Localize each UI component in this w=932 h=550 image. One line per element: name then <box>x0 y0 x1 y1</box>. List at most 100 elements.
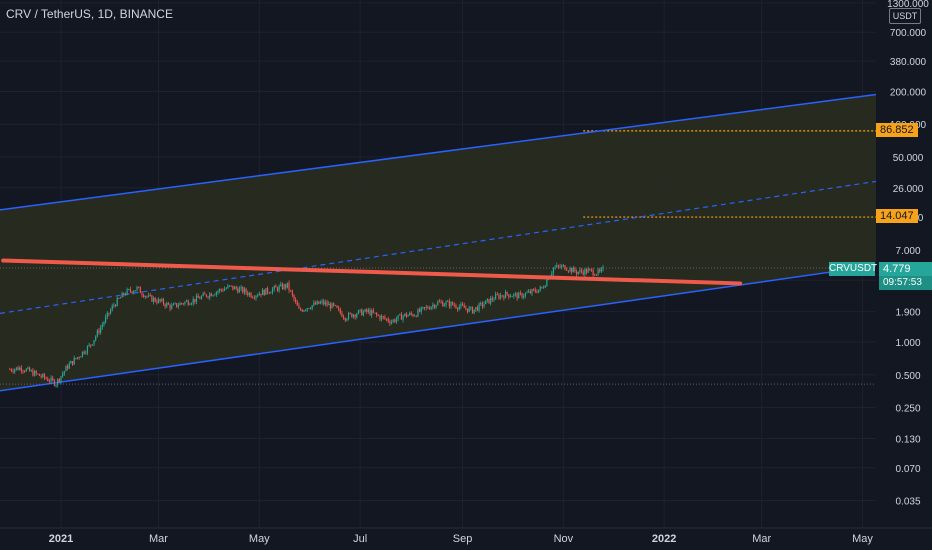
candle-body <box>364 309 366 312</box>
candle-body <box>114 305 117 307</box>
candle-body <box>162 299 165 305</box>
candle-body <box>222 289 224 291</box>
candle-body <box>176 303 178 307</box>
candle-body <box>528 291 530 293</box>
time-tick-label: Mar <box>752 533 771 545</box>
price-tick-label: 1.900 <box>895 308 920 319</box>
candle-body <box>513 293 515 297</box>
candle-body <box>25 368 27 372</box>
candle-body <box>400 314 403 320</box>
candle-body <box>293 294 295 300</box>
candle-body <box>30 370 32 372</box>
candle-body <box>473 309 475 314</box>
candle-body <box>228 285 231 287</box>
candle-body <box>389 321 391 324</box>
candle-body <box>247 292 249 296</box>
candle-body <box>285 284 287 288</box>
candle-body <box>138 286 140 288</box>
candle-body <box>579 269 581 272</box>
candle-body <box>200 296 203 299</box>
candle-body <box>286 282 288 288</box>
price-tick-label: 0.500 <box>895 371 920 382</box>
currency-label[interactable]: USDT <box>889 8 921 24</box>
candle-body <box>409 313 411 316</box>
candle-body <box>276 287 279 291</box>
candle-body <box>73 357 75 365</box>
candle-body <box>452 302 454 305</box>
candle-body <box>342 316 345 318</box>
candle-body <box>40 375 42 377</box>
time-tick-label: Mar <box>149 533 168 545</box>
candle-body <box>404 313 406 316</box>
candle-body <box>372 310 374 313</box>
candle-body <box>250 293 252 298</box>
candle-body <box>242 287 244 293</box>
candle-body <box>347 313 350 319</box>
candle-body <box>536 291 538 293</box>
candle-body <box>491 297 493 300</box>
time-tick-label: May <box>249 533 270 545</box>
candle-body <box>233 286 236 290</box>
candle-body <box>595 274 598 276</box>
candle-body <box>385 318 388 320</box>
candle-body <box>86 346 89 353</box>
candle-body <box>597 269 599 275</box>
candles <box>9 262 604 388</box>
candle-body <box>394 319 396 322</box>
candle-body <box>281 284 284 290</box>
candle-body <box>509 296 512 298</box>
candle-body <box>594 275 596 276</box>
candle-body <box>219 289 221 292</box>
candle-body <box>537 289 540 293</box>
candle-body <box>331 303 333 309</box>
candle-body <box>71 361 74 365</box>
candle-body <box>113 305 115 306</box>
candle-body <box>52 377 54 380</box>
candle-body <box>215 292 217 295</box>
candle-body <box>415 315 417 317</box>
channel-lower-line <box>0 264 877 392</box>
candle-body <box>35 371 37 374</box>
time-tick-label: Jul <box>353 533 367 545</box>
candle-body <box>590 269 593 271</box>
candle-body <box>475 307 477 310</box>
candle-body <box>291 290 293 295</box>
candle-body <box>139 287 141 294</box>
candle-body <box>546 279 548 286</box>
candle-body <box>556 265 558 268</box>
candle-body <box>156 301 158 303</box>
candle-body <box>399 314 401 316</box>
candle-body <box>164 304 166 307</box>
candle-body <box>14 369 16 372</box>
candle-body <box>214 294 216 296</box>
candle-body <box>68 363 70 369</box>
candle-body <box>210 293 212 297</box>
candle-body <box>105 316 107 323</box>
candle-body <box>146 296 148 297</box>
candle-body <box>253 297 255 299</box>
candle-body <box>488 298 490 304</box>
candle-body <box>311 305 313 309</box>
candle-body <box>248 293 250 296</box>
candle-body <box>390 321 393 324</box>
candle-body <box>177 305 179 307</box>
candle-body <box>55 384 57 386</box>
candle-body <box>498 294 500 299</box>
candle-body <box>63 371 65 374</box>
candle-body <box>329 303 331 309</box>
candle-body <box>495 294 497 300</box>
candle-body <box>387 318 389 322</box>
candle-body <box>212 295 214 297</box>
candle-body <box>133 291 135 294</box>
candle-body <box>275 286 277 288</box>
candle-body <box>29 367 31 372</box>
candle-body <box>119 297 122 299</box>
candle-body <box>96 330 98 337</box>
candle-body <box>460 304 462 307</box>
candle-body <box>126 289 128 295</box>
candle-body <box>519 292 522 294</box>
candle-body <box>463 305 465 308</box>
candle-body <box>169 304 171 309</box>
candle-body <box>280 284 282 286</box>
